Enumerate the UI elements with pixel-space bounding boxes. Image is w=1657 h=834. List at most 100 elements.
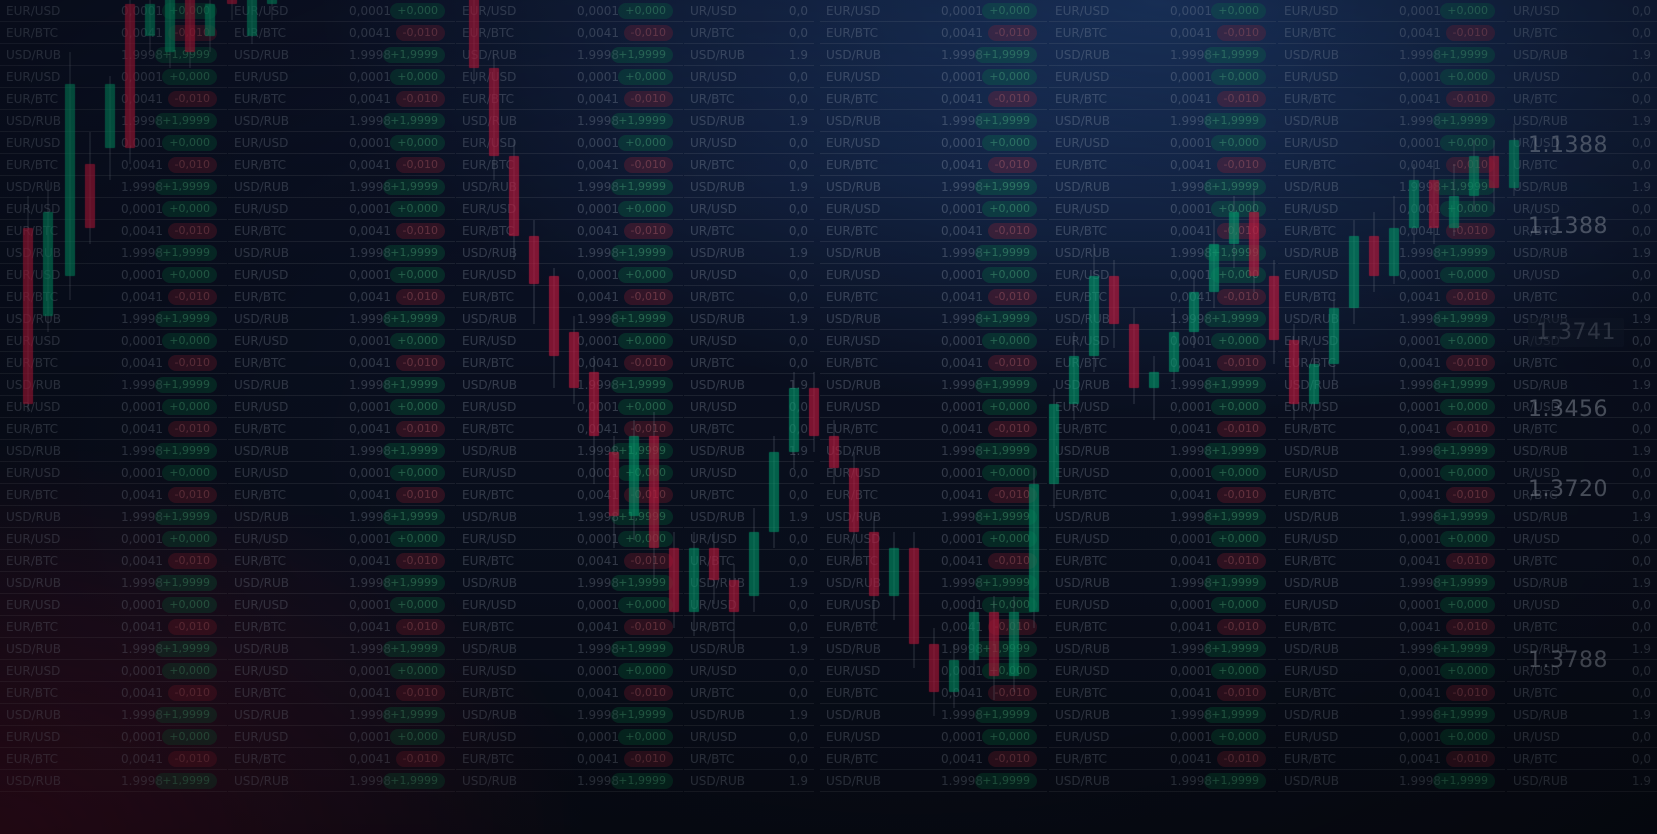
ticker-row: EUR/USD 0,0001+0,000 [456, 726, 683, 748]
price-value: 0,0041 [1170, 92, 1212, 106]
price-value: 0,0001 [121, 334, 163, 348]
bear-candle-body [829, 436, 839, 468]
currency-pair: USD/RUB [234, 312, 290, 326]
ticker-row: EUR/USD 0,0001+0,000 [820, 66, 1047, 88]
price-value: 0,0001 [577, 334, 619, 348]
price-value: 0,0041 [349, 620, 391, 634]
ticker-row: EUR/USD 0,0001+0,000 [456, 264, 683, 286]
candle [809, 372, 819, 452]
currency-pair: USD/RUB [1055, 708, 1111, 722]
price-change-badge: +1,9999 [155, 575, 217, 591]
ticker-row: EUR/BTC 0,0041 -0,010 [820, 418, 1047, 440]
candle [65, 52, 75, 300]
bear-candle-body [1269, 276, 1279, 340]
bull-candle-body [1449, 196, 1459, 228]
ticker-row: EUR/BTC 0,0041 -0,010 [1049, 154, 1276, 176]
price-value: 0,0041 [349, 26, 391, 40]
ticker-row: EUR/USD 0,0001+0,000 [0, 594, 227, 616]
ticker-row: USD/RUB 1.9998+1,9999 [1049, 704, 1276, 726]
price-value: 1.9998 [577, 642, 619, 656]
bear-candle-body [509, 156, 519, 236]
price-value: 1.9998 [1170, 48, 1212, 62]
currency-pair: EUR/USD [1055, 202, 1110, 216]
price-change-badge: +1,9999 [383, 443, 445, 459]
candle [1049, 388, 1059, 508]
price-change-badge: +0,000 [162, 201, 217, 217]
price-value: 1.9998 [1399, 642, 1441, 656]
currency-pair: USD/RUB [690, 774, 746, 788]
bull-candle-body [1169, 332, 1179, 372]
ticker-row: EUR/USD 0,0001+0,000 [228, 660, 455, 682]
currency-pair: USD/RUB [462, 444, 518, 458]
price-value: 1.9998 [577, 774, 619, 788]
bull-candle-body [1309, 364, 1319, 404]
candle [549, 268, 559, 388]
price-value: 1.9998 [349, 444, 391, 458]
currency-pair: EUR/USD [234, 730, 289, 744]
currency-pair: UR/USD [690, 4, 737, 18]
ticker-row: EUR/USD 0,0001+0,000 [1049, 66, 1276, 88]
candle [1429, 160, 1439, 244]
price-change-badge: +1,9999 [1204, 47, 1266, 63]
price-change-badge: +1,9999 [975, 311, 1037, 327]
currency-pair: UR/BTC [1513, 752, 1558, 766]
price-value: 0,0 [1631, 136, 1651, 150]
candle [1129, 308, 1139, 404]
price-value: 0,0001 [1170, 466, 1212, 480]
currency-pair: USD/RUB [826, 180, 882, 194]
candle [1389, 196, 1399, 284]
price-value: 0,0 [788, 620, 808, 634]
candle [509, 140, 519, 260]
currency-pair: EUR/USD [1055, 730, 1110, 744]
price-value: 0,0 [1631, 554, 1651, 568]
currency-pair: EUR/USD [6, 532, 61, 546]
currency-pair: EUR/BTC [234, 224, 286, 238]
ticker-row: USD/RUB 1.9998+1,9999 [228, 506, 455, 528]
price-value: 0,0001 [577, 70, 619, 84]
ticker-row: EUR/BTC 0,0041 -0,010 [1049, 22, 1276, 44]
price-change-badge: +0,000 [1211, 465, 1266, 481]
candle [1309, 348, 1319, 420]
ticker-row: USD/RUB 1.9998+1,9999 [456, 308, 683, 330]
candle [1449, 164, 1459, 236]
price-value: 1.9998 [121, 444, 163, 458]
ticker-row: USD/RUB 1.9998+1,9999 [1278, 770, 1505, 792]
currency-pair: EUR/USD [462, 598, 517, 612]
price-change-badge: +0,000 [1211, 531, 1266, 547]
price-value: 0,0041 [1399, 752, 1441, 766]
ticker-row: EUR/USD 0,0001+0,000 [820, 396, 1047, 418]
currency-pair: EUR/BTC [6, 488, 58, 502]
price-value: 1.9998 [1170, 708, 1212, 722]
currency-pair: EUR/BTC [234, 92, 286, 106]
price-change-badge: -0,010 [987, 25, 1037, 41]
ticker-row: USD/RUB 1.9998+1,9999 [820, 176, 1047, 198]
price-value: 0,0 [1631, 422, 1651, 436]
currency-pair: EUR/USD [826, 136, 881, 150]
currency-pair: USD/RUB [462, 708, 518, 722]
price-change-badge: -0,010 [987, 751, 1037, 767]
price-change-badge: +1,9999 [1204, 707, 1266, 723]
ticker-row: USD/RUB 1.9998+1,9999 [0, 572, 227, 594]
currency-pair: UR/BTC [690, 422, 735, 436]
price-value: 1.9998 [121, 708, 163, 722]
currency-pair: EUR/BTC [6, 26, 58, 40]
bull-candle-body [1049, 404, 1059, 484]
bear-candle-body [669, 548, 679, 612]
price-change-badge: +0,000 [1211, 729, 1266, 745]
price-value: 0,0041 [1399, 290, 1441, 304]
ticker-row: EUR/BTC 0,0041 -0,010 [1278, 616, 1505, 638]
price-value: 0,0041 [1399, 620, 1441, 634]
price-change-badge: +1,9999 [383, 245, 445, 261]
currency-pair: EUR/BTC [826, 554, 878, 568]
currency-pair: EUR/BTC [462, 290, 514, 304]
currency-pair: USD/RUB [234, 246, 290, 260]
price-change-badge: +1,9999 [383, 509, 445, 525]
